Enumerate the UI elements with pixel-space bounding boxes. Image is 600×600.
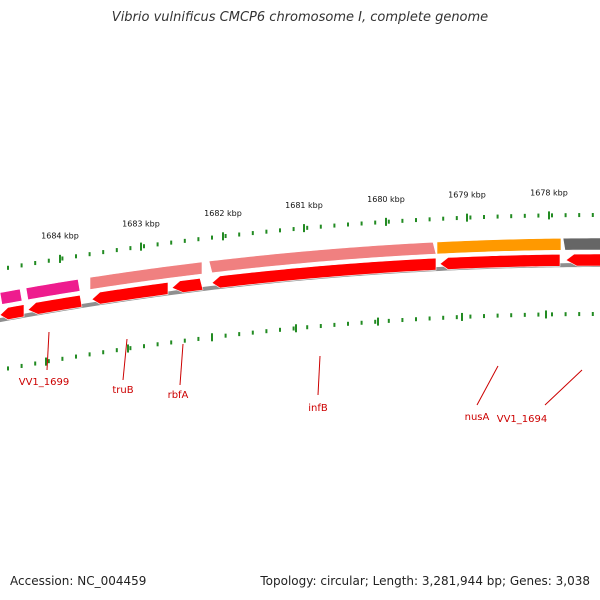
tick-label: 1679 kbp <box>448 191 486 200</box>
cds-lower-2 <box>25 278 81 301</box>
gene-leader-line <box>544 369 583 406</box>
tick-label: 1678 kbp <box>530 188 568 197</box>
tick-label: 1680 kbp <box>367 195 405 204</box>
cds-lower-5 <box>436 237 562 255</box>
map-title: Vibrio vulnificus CMCP6 chromosome I, co… <box>111 10 489 25</box>
gene-leader-line <box>46 331 50 371</box>
gene-leader-line <box>476 365 499 406</box>
cds-lower-6 <box>562 237 600 251</box>
gene-label: rbfA <box>168 390 189 401</box>
accession-text: Accession: NC_004459 <box>10 574 147 588</box>
gene-leader-line <box>179 343 184 386</box>
cds-upper-3 <box>91 282 169 305</box>
gene-label: truB <box>112 385 133 396</box>
cds-upper-6 <box>439 253 561 270</box>
cds-upper-7 <box>565 253 600 267</box>
gene-label: infB <box>308 403 328 414</box>
cds-lower-3 <box>89 261 203 290</box>
cds-upper-4 <box>171 277 204 293</box>
cds-upper-2 <box>27 294 83 315</box>
gene-label: VV1_1699 <box>19 377 70 388</box>
tick-label: 1682 kbp <box>204 209 242 218</box>
gene-leader-line <box>122 338 128 381</box>
cds-lower-4 <box>208 241 437 274</box>
cds-upper-1 <box>0 304 25 320</box>
gene-label: nusA <box>465 412 490 423</box>
gene-label: VV1_1694 <box>497 414 548 425</box>
gene-leader-line <box>317 355 321 396</box>
topology-summary: Topology: circular; Length: 3,281,944 bp… <box>260 574 590 588</box>
tick-label: 1681 kbp <box>285 201 323 210</box>
cds-lower-1 <box>0 288 23 305</box>
cds-upper-5 <box>211 257 437 289</box>
tick-label: 1684 kbp <box>41 232 79 241</box>
tick-label: 1683 kbp <box>122 219 160 228</box>
